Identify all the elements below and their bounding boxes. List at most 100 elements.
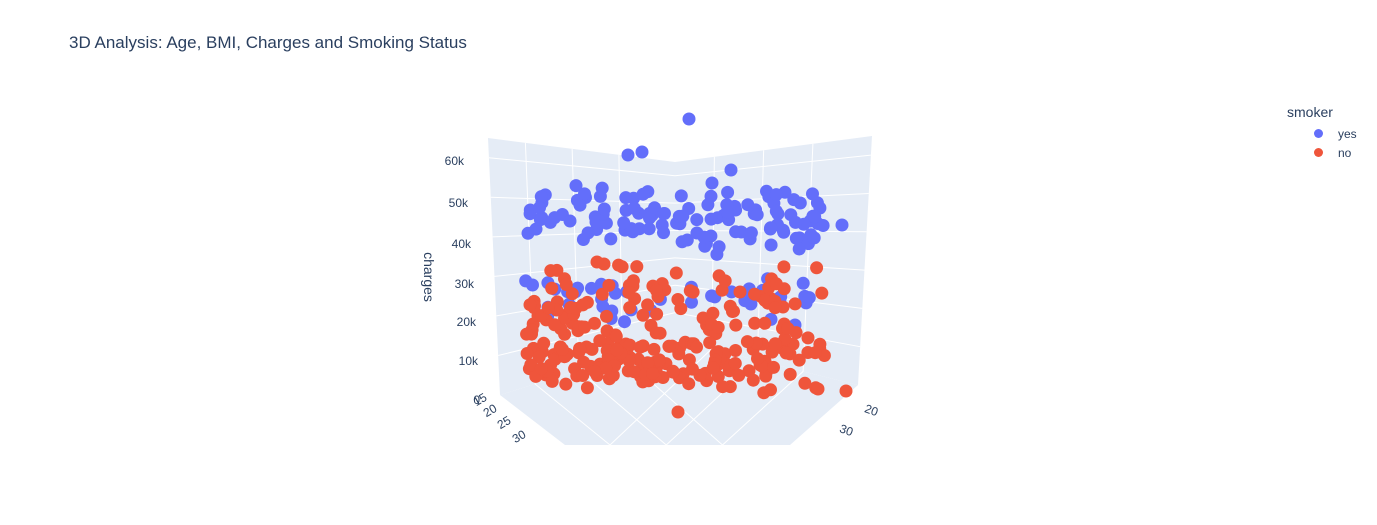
data-point-no[interactable] bbox=[682, 377, 696, 391]
data-point-no[interactable] bbox=[666, 364, 680, 378]
data-point-no[interactable] bbox=[703, 336, 717, 350]
data-point-yes[interactable] bbox=[597, 202, 611, 216]
data-point-no[interactable] bbox=[545, 281, 559, 295]
data-point-no[interactable] bbox=[626, 274, 640, 288]
data-point-no[interactable] bbox=[576, 298, 590, 312]
data-point-no[interactable] bbox=[559, 377, 573, 391]
data-point-no[interactable] bbox=[610, 343, 624, 357]
data-point-no[interactable] bbox=[706, 306, 720, 320]
data-point-no[interactable] bbox=[588, 365, 602, 378]
data-point-no[interactable] bbox=[669, 266, 683, 280]
data-point-yes[interactable] bbox=[750, 208, 764, 222]
data-point-no[interactable] bbox=[623, 338, 637, 352]
data-point-no[interactable] bbox=[810, 261, 824, 275]
data-point-yes[interactable] bbox=[769, 188, 783, 202]
data-point-no[interactable] bbox=[716, 380, 730, 394]
data-point-no[interactable] bbox=[523, 298, 537, 312]
data-point-no[interactable] bbox=[748, 287, 761, 301]
data-point-yes[interactable] bbox=[690, 213, 704, 227]
data-point-no[interactable] bbox=[555, 342, 569, 356]
data-point-yes[interactable] bbox=[563, 214, 577, 228]
data-point-no[interactable] bbox=[778, 332, 792, 346]
data-point-no[interactable] bbox=[650, 307, 664, 321]
data-point-no[interactable] bbox=[622, 286, 636, 299]
data-point-yes[interactable] bbox=[533, 201, 546, 215]
data-point-yes[interactable] bbox=[682, 112, 696, 126]
data-point-yes[interactable] bbox=[533, 213, 547, 227]
data-point-no[interactable] bbox=[577, 355, 591, 369]
data-point-no[interactable] bbox=[615, 260, 629, 274]
data-point-no[interactable] bbox=[671, 293, 685, 306]
data-point-no[interactable] bbox=[746, 373, 760, 387]
data-point-yes[interactable] bbox=[676, 209, 690, 223]
data-point-yes[interactable] bbox=[744, 297, 758, 311]
data-point-yes[interactable] bbox=[657, 207, 670, 221]
data-point-no[interactable] bbox=[520, 347, 534, 360]
data-point-no[interactable] bbox=[769, 277, 783, 291]
data-point-yes[interactable] bbox=[835, 218, 849, 232]
data-point-yes[interactable] bbox=[704, 212, 718, 226]
data-point-yes[interactable] bbox=[802, 291, 816, 305]
data-point-no[interactable] bbox=[544, 264, 558, 278]
data-point-no[interactable] bbox=[541, 301, 555, 315]
data-point-no[interactable] bbox=[768, 337, 782, 351]
data-point-yes[interactable] bbox=[569, 179, 583, 193]
data-point-no[interactable] bbox=[588, 316, 601, 330]
data-point-no[interactable] bbox=[636, 308, 650, 322]
data-point-no[interactable] bbox=[808, 346, 822, 360]
data-point-yes[interactable] bbox=[674, 189, 688, 203]
data-point-no[interactable] bbox=[783, 367, 797, 381]
data-point-no[interactable] bbox=[580, 381, 594, 395]
data-point-no[interactable] bbox=[559, 278, 573, 291]
data-point-yes[interactable] bbox=[710, 247, 724, 261]
data-point-no[interactable] bbox=[777, 260, 791, 274]
data-point-no[interactable] bbox=[652, 353, 666, 367]
data-point-yes[interactable] bbox=[617, 216, 631, 230]
data-point-no[interactable] bbox=[758, 293, 772, 307]
data-point-no[interactable] bbox=[801, 331, 815, 345]
data-point-yes[interactable] bbox=[807, 231, 821, 245]
data-point-no[interactable] bbox=[759, 369, 773, 383]
data-point-no[interactable] bbox=[534, 362, 548, 376]
data-point-no[interactable] bbox=[524, 358, 538, 372]
data-point-yes[interactable] bbox=[657, 226, 670, 240]
data-point-no[interactable] bbox=[548, 318, 562, 332]
data-point-no[interactable] bbox=[729, 344, 742, 357]
data-point-no[interactable] bbox=[545, 374, 559, 388]
data-point-no[interactable] bbox=[671, 405, 685, 419]
data-point-no[interactable] bbox=[733, 285, 747, 299]
data-point-no[interactable] bbox=[649, 283, 663, 297]
data-point-yes[interactable] bbox=[621, 148, 635, 162]
data-point-no[interactable] bbox=[815, 286, 829, 300]
data-point-yes[interactable] bbox=[521, 226, 535, 240]
data-point-yes[interactable] bbox=[792, 242, 806, 256]
data-point-no[interactable] bbox=[711, 320, 725, 334]
data-point-no[interactable] bbox=[727, 304, 740, 318]
data-point-yes[interactable] bbox=[618, 315, 631, 329]
data-point-yes[interactable] bbox=[705, 289, 719, 303]
data-point-no[interactable] bbox=[590, 255, 604, 269]
data-point-yes[interactable] bbox=[581, 226, 595, 240]
data-point-yes[interactable] bbox=[619, 191, 633, 205]
data-point-yes[interactable] bbox=[769, 204, 783, 218]
data-point-yes[interactable] bbox=[585, 281, 598, 295]
legend-item-yes[interactable]: yes bbox=[1287, 124, 1357, 143]
data-point-no[interactable] bbox=[685, 362, 699, 376]
data-point-yes[interactable] bbox=[744, 226, 758, 240]
data-point-yes[interactable] bbox=[636, 187, 650, 201]
data-point-no[interactable] bbox=[748, 316, 762, 330]
data-point-no[interactable] bbox=[646, 367, 660, 380]
data-point-no[interactable] bbox=[623, 301, 637, 315]
data-point-yes[interactable] bbox=[787, 193, 801, 207]
data-point-yes[interactable] bbox=[573, 198, 587, 212]
data-point-no[interactable] bbox=[520, 327, 534, 341]
data-point-yes[interactable] bbox=[690, 226, 704, 240]
data-point-yes[interactable] bbox=[685, 295, 698, 309]
data-point-yes[interactable] bbox=[789, 231, 803, 245]
data-point-no[interactable] bbox=[839, 384, 853, 398]
data-point-yes[interactable] bbox=[808, 210, 822, 224]
data-point-yes[interactable] bbox=[701, 198, 715, 212]
data-point-yes[interactable] bbox=[604, 232, 618, 246]
data-point-no[interactable] bbox=[751, 352, 764, 365]
